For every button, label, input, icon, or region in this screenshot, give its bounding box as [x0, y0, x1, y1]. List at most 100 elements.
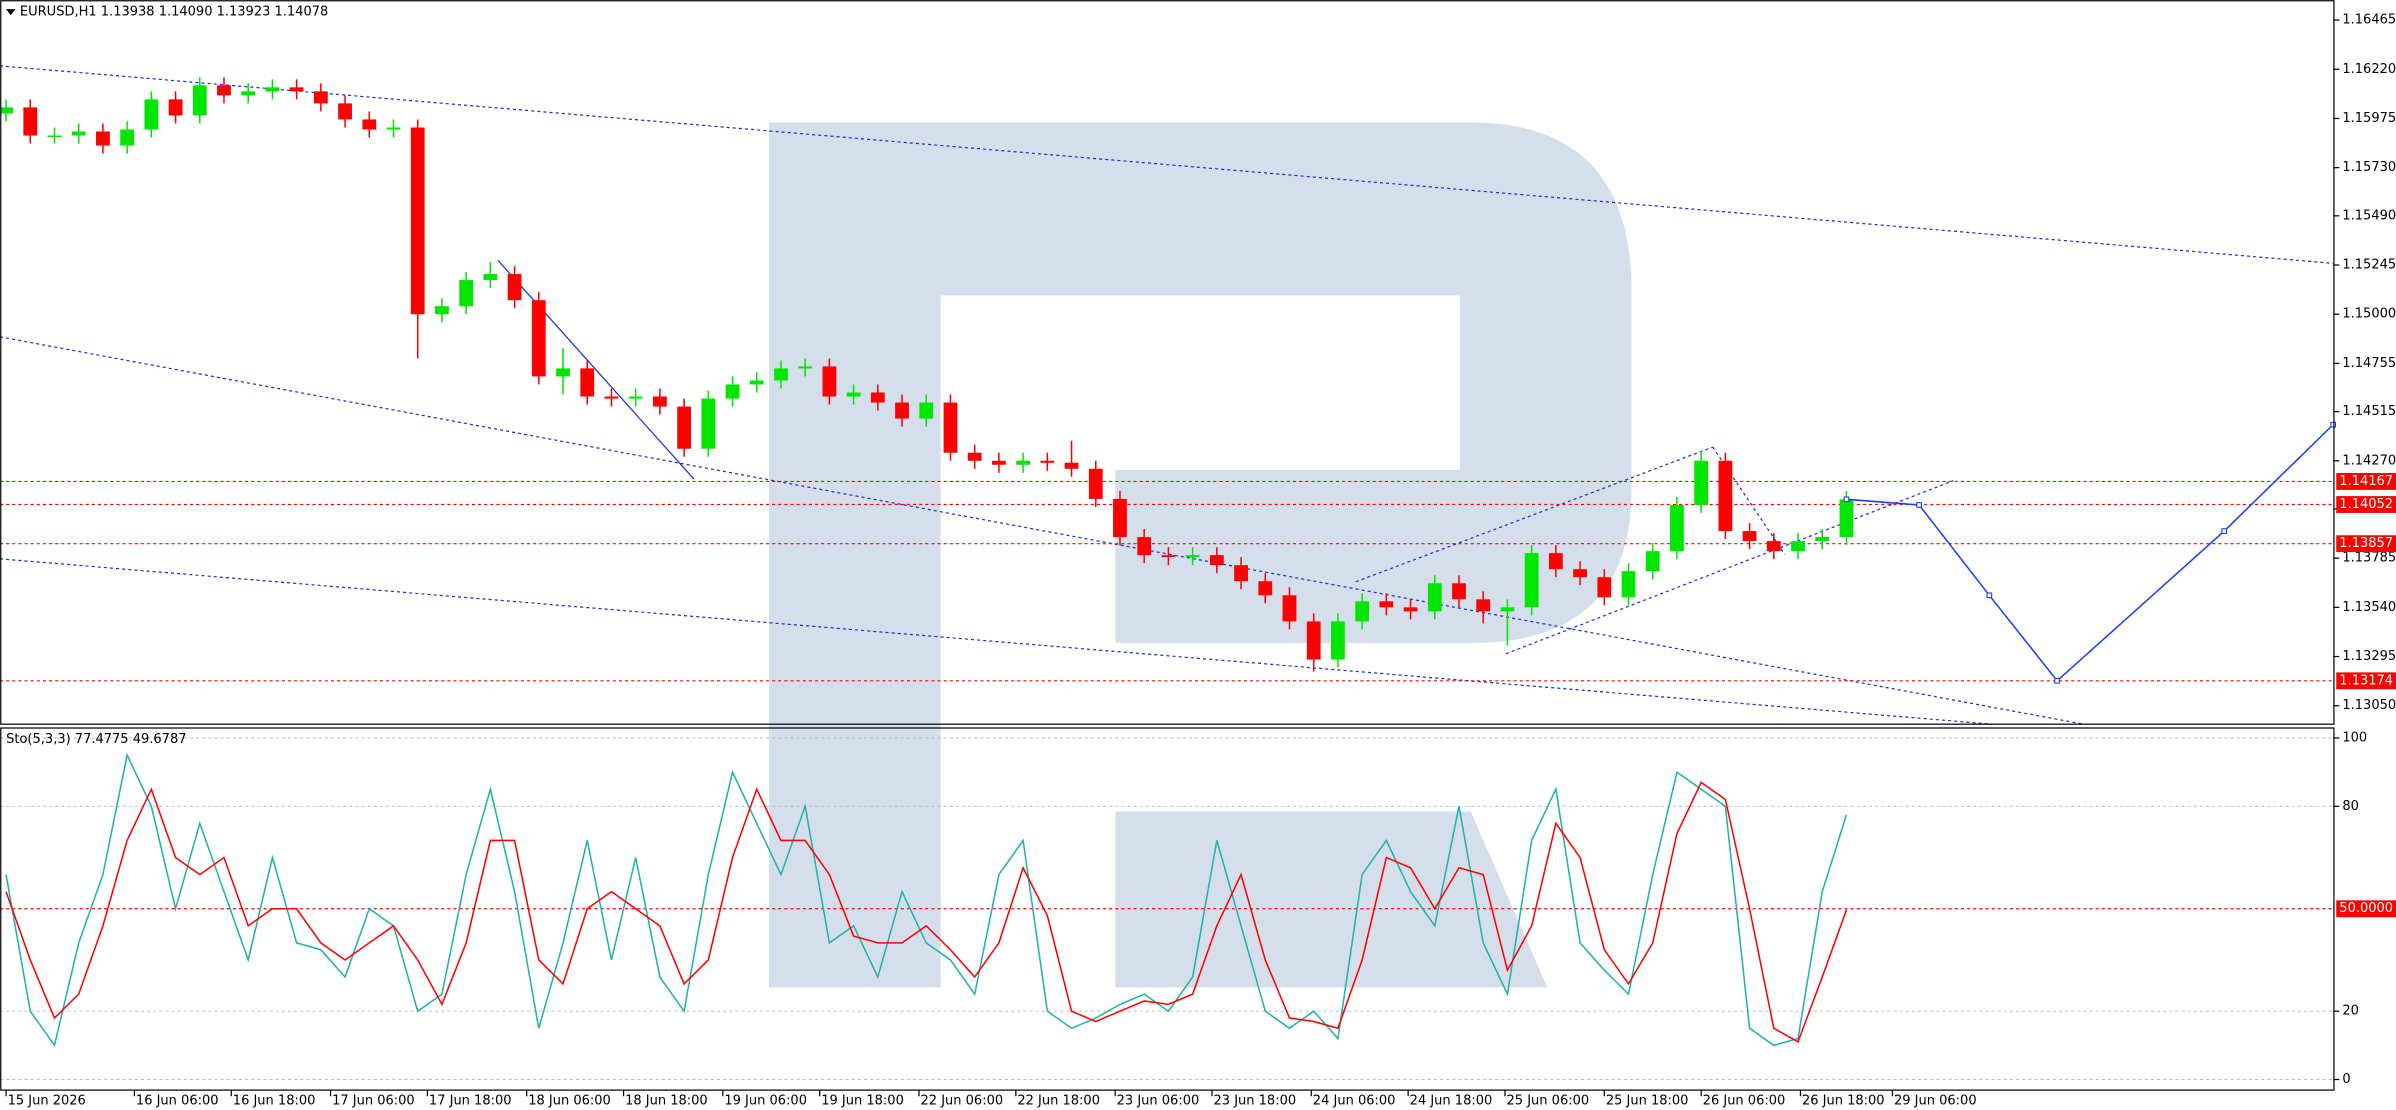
candle-body [1670, 504, 1684, 552]
candle-body [459, 280, 474, 307]
candle-body [580, 368, 595, 397]
candle-body [1137, 537, 1152, 556]
forecast-point [2221, 528, 2228, 534]
candle-body [1815, 537, 1830, 542]
candle-body [1088, 468, 1103, 499]
x-tick-label: 24 Jun 06:00 [1313, 1093, 1396, 1108]
candle-body [1113, 498, 1127, 538]
candle-body [1064, 462, 1079, 469]
candle-body [507, 274, 522, 301]
x-tick-label: 18 Jun 06:00 [528, 1093, 611, 1108]
x-tick-label: 19 Jun 06:00 [724, 1093, 807, 1108]
candle-body [774, 368, 788, 381]
candle-body [71, 131, 86, 136]
candle-body [1209, 555, 1224, 566]
candle-body [1597, 577, 1612, 598]
x-tick-label: 16 Jun 18:00 [233, 1093, 316, 1108]
candle-body [1694, 460, 1709, 505]
forecast-point [1916, 502, 1922, 508]
trend-line [1505, 480, 1954, 655]
level-label-box [2336, 535, 2396, 553]
x-tick-label: 26 Jun 18:00 [1802, 1093, 1885, 1108]
candle-body [362, 119, 377, 130]
trend-line [497, 259, 695, 480]
y-tick-label: 1.14755 [2342, 356, 2396, 371]
menu-arrow [6, 9, 16, 16]
candle-body [943, 402, 958, 453]
y-tick-label: 20 [2342, 1004, 2359, 1019]
level-label-box [2336, 900, 2396, 918]
candle-body [1645, 551, 1660, 572]
y-tick-label: 1.13050 [2342, 698, 2396, 713]
candle-body [96, 131, 110, 146]
x-tick-label: 24 Jun 18:00 [1410, 1093, 1493, 1108]
candle-body [313, 91, 328, 104]
candle-body [992, 460, 1006, 465]
candle-body [677, 406, 691, 449]
y-tick-label: 1.15730 [2342, 160, 2396, 175]
candle-body [1331, 621, 1345, 660]
candle-body [1573, 569, 1587, 578]
forecast-point [1986, 592, 1993, 599]
candle-body [23, 107, 38, 136]
forecast-point [1843, 496, 1850, 503]
candle-body [0, 107, 13, 114]
y-tick-label: 100 [2342, 730, 2367, 745]
indicator-title: Sto(5,3,3) 77.4775 49.6787 [6, 732, 186, 747]
candle-body [1452, 583, 1466, 600]
level-label: 1.13174 [2339, 673, 2393, 688]
trend-line [0, 336, 2084, 725]
candle-body [386, 127, 401, 130]
candle-body [338, 103, 352, 120]
candle-body [1500, 607, 1515, 612]
candle-body [47, 135, 62, 138]
x-tick-label: 25 Jun 18:00 [1606, 1093, 1689, 1108]
candle-body [1161, 555, 1176, 558]
candle-body [217, 85, 231, 96]
watermark-leg [1115, 811, 1548, 988]
watermark-bowl [940, 122, 1632, 644]
x-tick-label: 29 Jun 06:00 [1894, 1093, 1977, 1108]
candle-body [628, 396, 643, 399]
y-tick-label: 1.14515 [2342, 404, 2396, 419]
trend-line [0, 65, 2334, 264]
candle-body [168, 99, 183, 116]
x-tick-label: 19 Jun 18:00 [821, 1093, 904, 1108]
candle-body [604, 396, 619, 399]
candle-body [798, 366, 813, 369]
level-label: 1.14167 [2339, 474, 2393, 489]
trend-line [0, 558, 1992, 725]
candle-body [1379, 601, 1394, 608]
candle-body [1476, 599, 1491, 612]
y-tick-label: 1.13540 [2342, 600, 2396, 615]
x-tick-label: 26 Jun 06:00 [1703, 1093, 1786, 1108]
forecast-point [2054, 677, 2060, 684]
x-tick-label: 17 Jun 18:00 [429, 1093, 512, 1108]
candle-body [410, 127, 425, 315]
candle-body [919, 402, 934, 419]
candle-body [265, 87, 280, 92]
candle-body [435, 306, 449, 315]
candle-body [846, 392, 861, 397]
y-tick-label: 1.15975 [2342, 111, 2396, 126]
y-tick-label: 1.16220 [2342, 62, 2396, 77]
candle-body [1742, 531, 1757, 542]
candle-body [1791, 541, 1805, 552]
candle-body [1282, 595, 1297, 622]
level-label-box [2336, 672, 2396, 690]
candle-body [1718, 460, 1733, 532]
candle-body [1548, 553, 1563, 570]
candle-body [1403, 607, 1418, 612]
y-tick-label: 1.15245 [2342, 258, 2396, 273]
forecast-point [2330, 421, 2337, 428]
candle-body [531, 300, 546, 377]
candle-body [725, 384, 740, 399]
candle-body [1234, 565, 1248, 582]
watermark-bar [769, 122, 941, 988]
candle-body [870, 392, 885, 403]
candle-body [967, 452, 982, 461]
frames [0, 0, 2335, 1091]
level-label-box [2336, 496, 2396, 513]
candle-body [1306, 621, 1321, 660]
